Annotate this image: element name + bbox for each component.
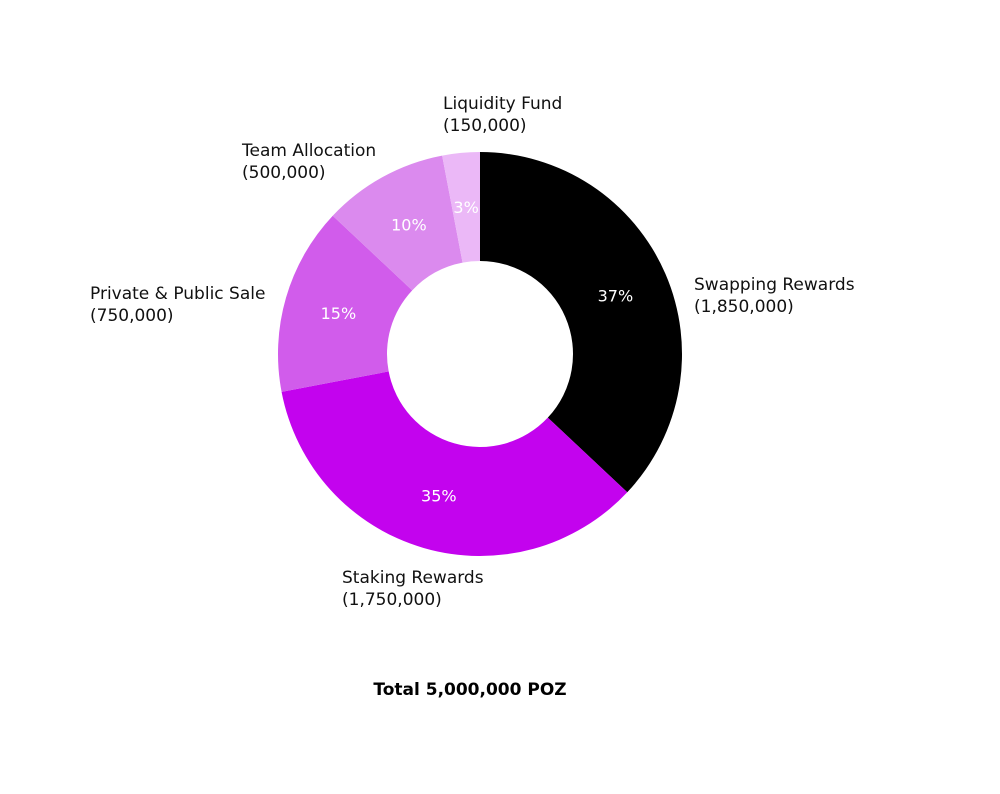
slices-group: [277, 152, 682, 556]
category-label: Liquidity Fund: [443, 94, 562, 114]
percent-labels-group: 37% 35% 15% 10% 3%: [321, 198, 634, 505]
percent-label: 15%: [321, 304, 357, 323]
category-labels-group: Swapping Rewards(1,850,000) Staking Rewar…: [90, 94, 855, 610]
category-label: Staking Rewards: [342, 568, 484, 588]
slice-swapping-rewards: [480, 152, 682, 493]
category-label: Private & Public Sale: [90, 284, 265, 304]
slice-private-public-sale: [277, 215, 413, 392]
percent-label: 3%: [453, 198, 478, 217]
category-label: Swapping Rewards: [694, 275, 855, 295]
slice-staking-rewards: [281, 371, 628, 556]
value-label: (500,000): [242, 163, 326, 183]
category-label: Team Allocation: [241, 141, 376, 161]
percent-label: 37%: [598, 286, 634, 305]
value-label: (1,750,000): [342, 590, 442, 610]
percent-label: 10%: [391, 216, 427, 235]
total-label: Total 5,000,000 POZ: [373, 680, 566, 700]
value-label: (150,000): [443, 116, 527, 136]
value-label: (750,000): [90, 306, 174, 326]
percent-label: 35%: [421, 487, 457, 506]
slice-team-allocation: [332, 155, 463, 291]
value-label: (1,850,000): [694, 297, 794, 317]
slice-liquidity-fund: [442, 152, 480, 263]
